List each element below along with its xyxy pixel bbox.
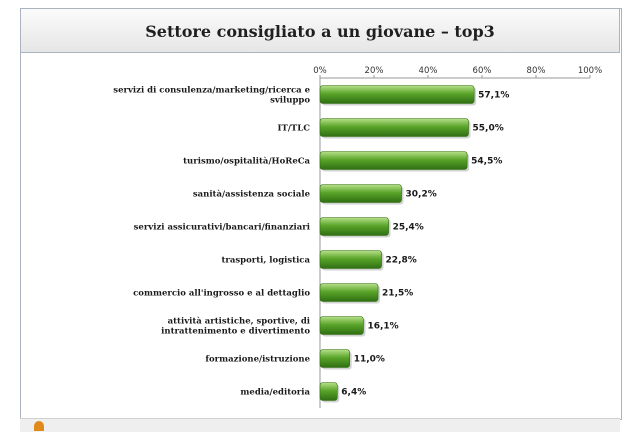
bar — [319, 118, 469, 137]
bar — [319, 217, 389, 236]
logo-mark — [34, 421, 44, 431]
value-label: 25,4% — [393, 223, 424, 233]
category-label: trasporti, logistica — [221, 256, 310, 266]
category-label: IT/TLC — [278, 124, 311, 134]
category-label: servizi di consulenza/marketing/ricerca … — [113, 86, 310, 106]
category-label: servizi assicurativi/bancari/finanziari — [134, 223, 311, 233]
category-label: sanità/assistenza sociale — [193, 189, 311, 200]
bar — [319, 85, 475, 104]
bar — [319, 382, 338, 401]
value-label: 30,2% — [406, 190, 437, 200]
bar — [319, 349, 351, 368]
bar — [319, 283, 379, 302]
title-bar: Settore consigliato a un giovane – top3 — [20, 8, 620, 53]
value-label: 16,1% — [367, 322, 398, 332]
x-axis: 0% 20% 40% 60% 80% 100% — [313, 66, 602, 408]
value-label: 22,8% — [386, 256, 417, 266]
category-labels: servizi di consulenza/marketing/ricerca … — [113, 86, 310, 398]
x-tick-label: 40% — [419, 66, 438, 76]
x-tick-label: 100% — [578, 66, 602, 76]
value-label: 11,0% — [354, 355, 385, 365]
bar — [319, 316, 364, 335]
bar — [319, 184, 402, 203]
value-label: 54,5% — [471, 157, 502, 167]
category-label: formazione/istruzione — [205, 355, 310, 365]
bars: 57,1% 55,0% 54,5% 30,2% 25,4% 22,8% 21,5% 16,1%… — [319, 85, 509, 403]
category-label: commercio all'ingrosso e al dettaglio — [133, 289, 310, 299]
footer-strip — [20, 418, 620, 432]
bar — [319, 250, 382, 269]
category-label: media/editoria — [240, 388, 310, 398]
category-label: attività artistiche, sportive, di intratt… — [161, 316, 311, 337]
value-label: 55,0% — [473, 124, 504, 134]
x-tick-label: 20% — [365, 66, 384, 76]
x-tick-label: 0% — [313, 66, 327, 76]
value-label: 57,1% — [478, 91, 509, 101]
category-label: turismo/ospitalità/HoReCa — [183, 156, 310, 167]
chart-title: Settore consigliato a un giovane – top3 — [145, 22, 495, 41]
value-label: 6,4% — [341, 388, 366, 398]
bar — [319, 151, 468, 170]
x-tick-label: 80% — [527, 66, 546, 76]
value-label: 21,5% — [382, 289, 413, 299]
x-tick-label: 60% — [473, 66, 492, 76]
